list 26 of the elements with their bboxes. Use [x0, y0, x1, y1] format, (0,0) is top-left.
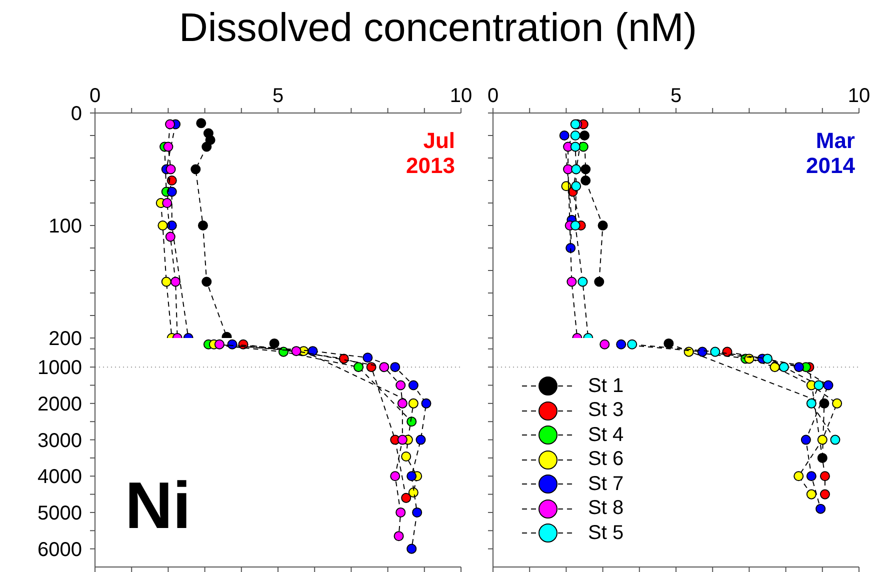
- x-tick-label: 10: [848, 85, 870, 107]
- annotation: Jul 2013: [405, 128, 455, 179]
- y-tick-label: 0: [70, 103, 82, 125]
- legend-label: St 8: [588, 497, 624, 520]
- y-tick-label: 6000: [38, 538, 82, 561]
- y-tick-label: 3000: [38, 430, 82, 452]
- x-tick-label: 0: [487, 85, 499, 107]
- legend-label: St 7: [588, 472, 624, 496]
- annotation: Ni: [125, 468, 191, 544]
- annotation: Mar 2014: [805, 128, 855, 179]
- y-tick-label: 1000: [38, 357, 82, 380]
- x-tick-label: 10: [450, 85, 472, 107]
- y-tick-label: 4000: [38, 466, 82, 488]
- legend-label: St 4: [588, 424, 624, 447]
- x-tick-label: 0: [89, 85, 101, 107]
- y-tick-label: 5000: [38, 502, 82, 524]
- legend-label: St 3: [588, 399, 624, 422]
- legend-label: St 6: [588, 448, 624, 472]
- y-tick-label: 2000: [38, 393, 82, 416]
- legend-label: St 5: [588, 522, 624, 545]
- y-tick-label: 200: [48, 328, 82, 350]
- x-tick-label: 5: [670, 85, 682, 107]
- legend-label: St 1: [588, 374, 624, 398]
- y-tick-label: 100: [48, 216, 82, 238]
- x-tick-label: 5: [272, 85, 284, 107]
- chart-title: Dissolved concentration (nM): [178, 6, 698, 51]
